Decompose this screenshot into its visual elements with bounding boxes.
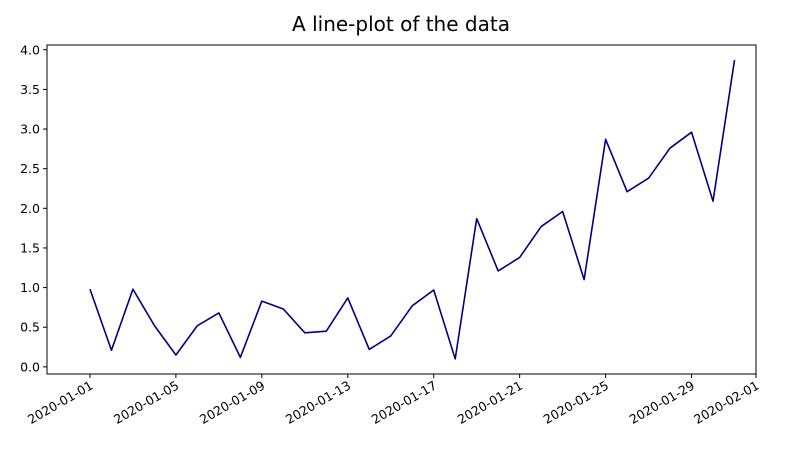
y-tick-label: 3.0 (20, 122, 40, 137)
y-tick-label: 4.0 (20, 42, 40, 57)
y-axis: 0.0 0.5 1.0 1.5 2.0 2.5 3.0 3.5 4.0 (20, 42, 47, 374)
y-tick-label: 2.0 (20, 201, 40, 216)
x-tick-label: 2020-01-13 (283, 378, 353, 427)
y-tick-label: 0.0 (20, 359, 40, 374)
x-tick-label: 2020-01-17 (369, 378, 439, 427)
y-tick-label: 0.5 (20, 320, 40, 335)
series-line-0 (89, 59, 736, 360)
x-axis: 2020-01-01 2020-01-05 2020-01-09 2020-01-13… (25, 374, 762, 427)
x-tick-label: 2020-01-09 (197, 378, 267, 427)
x-tick-label: 2020-01-21 (455, 378, 525, 427)
y-tick-label: 1.5 (20, 240, 40, 255)
x-tick-label: 2020-01-25 (541, 378, 611, 427)
axes-frame (46, 44, 757, 375)
x-tick-label: 2020-01-01 (25, 378, 95, 427)
chart-title: A line-plot of the data (292, 12, 510, 36)
x-tick-label: 2020-02-01 (691, 378, 761, 427)
plot-area (89, 59, 736, 360)
y-tick-label: 1.0 (20, 280, 40, 295)
y-tick-label: 3.5 (20, 82, 40, 97)
x-tick-label: 2020-01-29 (627, 378, 697, 427)
y-tick-label: 2.5 (20, 161, 40, 176)
x-tick-label: 2020-01-05 (111, 378, 181, 427)
